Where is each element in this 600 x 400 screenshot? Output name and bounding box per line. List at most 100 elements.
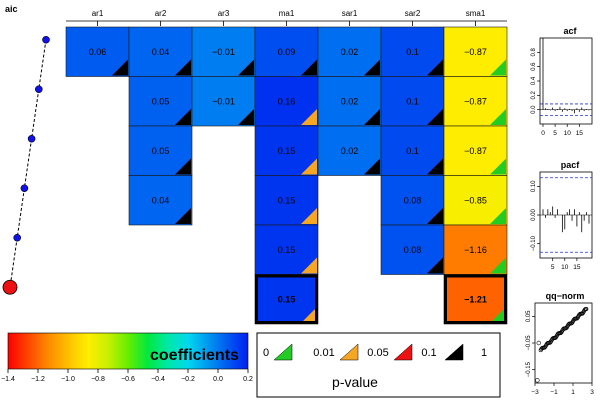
coef-label: 0.02 xyxy=(341,47,359,57)
coef-label: 0.09 xyxy=(278,47,296,57)
colorbar-tick-label: −1.0 xyxy=(61,376,75,383)
pvalue-marker xyxy=(490,59,506,76)
column-header: sma1 xyxy=(466,9,486,18)
colorbar-gradient xyxy=(7,332,249,370)
pvalue-swatch xyxy=(339,343,359,361)
qq-ytick-label: 0.05 xyxy=(526,310,532,322)
pvalue-marker xyxy=(427,208,443,224)
coef-tile xyxy=(317,125,382,176)
colorbar-tick-label: −1.2 xyxy=(31,376,45,383)
acf-panel: 0.0 0.2 0.4 0.6 0.8 0 5 10 15 xyxy=(531,37,593,137)
colorbar-tick-label: −0.6 xyxy=(121,376,135,383)
aic-panel xyxy=(2,35,50,295)
coef-tile xyxy=(380,175,445,226)
acf-xtick-label: 15 xyxy=(576,130,584,137)
qq-xtick-label: −3 xyxy=(531,389,539,396)
coef-label: 0.15 xyxy=(278,294,296,304)
pvalue-marker xyxy=(490,307,506,323)
pvalue-marker xyxy=(301,158,317,175)
aic-point xyxy=(20,184,29,193)
acf-ytick-label: 0.8 xyxy=(531,48,537,57)
coef-label: 0.1 xyxy=(406,96,419,106)
pvalue-marker xyxy=(490,109,506,125)
coef-tile xyxy=(128,76,193,127)
qq-frame xyxy=(534,302,593,384)
coef-tile xyxy=(254,76,319,127)
coef-tile xyxy=(443,26,508,77)
pvalue-marker xyxy=(301,109,317,125)
coef-label: −0.01 xyxy=(212,96,235,106)
coef-tile xyxy=(254,125,319,176)
pvalue-marker xyxy=(364,59,380,76)
coef-label: 0.16 xyxy=(278,96,296,106)
coef-label: 0.15 xyxy=(278,195,296,205)
pvalue-break-label: 1 xyxy=(481,347,487,359)
acf-ytick-label: 0.4 xyxy=(531,76,537,85)
colorbar-tick-label: −0.4 xyxy=(151,376,165,383)
pvalue-swatch xyxy=(393,343,413,361)
colorbar-tick-label: 0.0 xyxy=(213,376,223,383)
coef-label: 0.08 xyxy=(404,195,422,205)
pvalue-swatch xyxy=(444,343,464,361)
coefficient-grid: 0.06 0.04 −0.01 0.09 0.02 0.1 −0.87 0.05 −0.01 0.… xyxy=(65,26,508,325)
qq-xtick-label: −1 xyxy=(550,389,558,396)
pvalue-marker xyxy=(112,59,128,76)
pvalue-marker xyxy=(364,109,380,125)
pacf-xtick-label: 10 xyxy=(561,264,569,271)
coef-tile xyxy=(128,26,193,77)
acf-ytick-label: 0.2 xyxy=(531,91,537,100)
column-header: sar1 xyxy=(342,9,358,18)
pvalue-break-label: 0.01 xyxy=(313,347,334,359)
aic-point-selected xyxy=(2,279,18,295)
qq-panel: −0.15 −0.05 0.05 −3 −1 1 3 xyxy=(526,302,594,396)
pacf-ytick-label: 0.10 xyxy=(531,180,537,192)
pvalue-marker xyxy=(427,109,443,125)
pvalue-marker xyxy=(490,257,506,274)
coef-label: −0.87 xyxy=(464,146,487,156)
coef-label: 0.05 xyxy=(152,96,170,106)
aic-point xyxy=(13,233,22,242)
coef-tile xyxy=(254,175,319,226)
pvalue-marker xyxy=(301,208,317,224)
coef-label: −0.87 xyxy=(464,47,487,57)
coef-tile xyxy=(443,224,508,275)
coef-tile xyxy=(254,224,319,275)
pvalue-legend-box xyxy=(256,332,501,398)
qq-title: qq−norm xyxy=(546,291,585,301)
aic-line xyxy=(9,39,47,288)
acf-ytick-label: 0.0 xyxy=(531,105,537,114)
coef-tile xyxy=(317,26,382,77)
coef-tile xyxy=(254,26,319,77)
acf-xtick-label: 10 xyxy=(564,130,572,137)
qq-point xyxy=(584,306,589,311)
coef-label: 0.02 xyxy=(341,96,359,106)
coef-tile xyxy=(443,76,508,127)
pvalue-legend: 0 0.01 0.05 0.1 1 xyxy=(256,332,501,398)
coef-tile xyxy=(254,274,319,325)
pvalue-marker xyxy=(238,59,254,76)
acf-xtick-label: 0 xyxy=(541,130,545,137)
qq-ytick-label: −0.15 xyxy=(526,361,532,377)
coef-label: −0.87 xyxy=(464,96,487,106)
pacf-xtick-label: 15 xyxy=(573,264,581,271)
coef-tile xyxy=(65,26,130,77)
column-header: ma1 xyxy=(279,9,295,18)
pvalue-marker xyxy=(490,158,506,175)
coef-label: 0.1 xyxy=(406,47,419,57)
selected-model-outline xyxy=(255,274,318,324)
column-header: ar2 xyxy=(155,9,167,18)
coef-label: 0.15 xyxy=(278,146,296,156)
pacf-ytick-label: 0.00 xyxy=(531,209,537,221)
pvalue-marker xyxy=(301,307,317,323)
colorbar: −1.4 −1.2 −1.0 −0.8 −0.6 −0.4 −0.2 0.0 0.2 xyxy=(1,332,253,383)
coef-label: 0.04 xyxy=(152,47,170,57)
coef-tile xyxy=(191,76,256,127)
coef-label: −1.16 xyxy=(464,245,487,255)
pvalue-marker xyxy=(364,158,380,175)
colorbar-tick-label: −0.8 xyxy=(91,376,105,383)
pvalue-break-label: 0 xyxy=(263,347,269,359)
coef-label: −0.01 xyxy=(212,47,235,57)
pacf-panel: −0.10 0.00 0.10 5 10 15 xyxy=(531,171,593,271)
coef-label: 0.02 xyxy=(341,146,359,156)
coef-label: 0.08 xyxy=(404,245,422,255)
